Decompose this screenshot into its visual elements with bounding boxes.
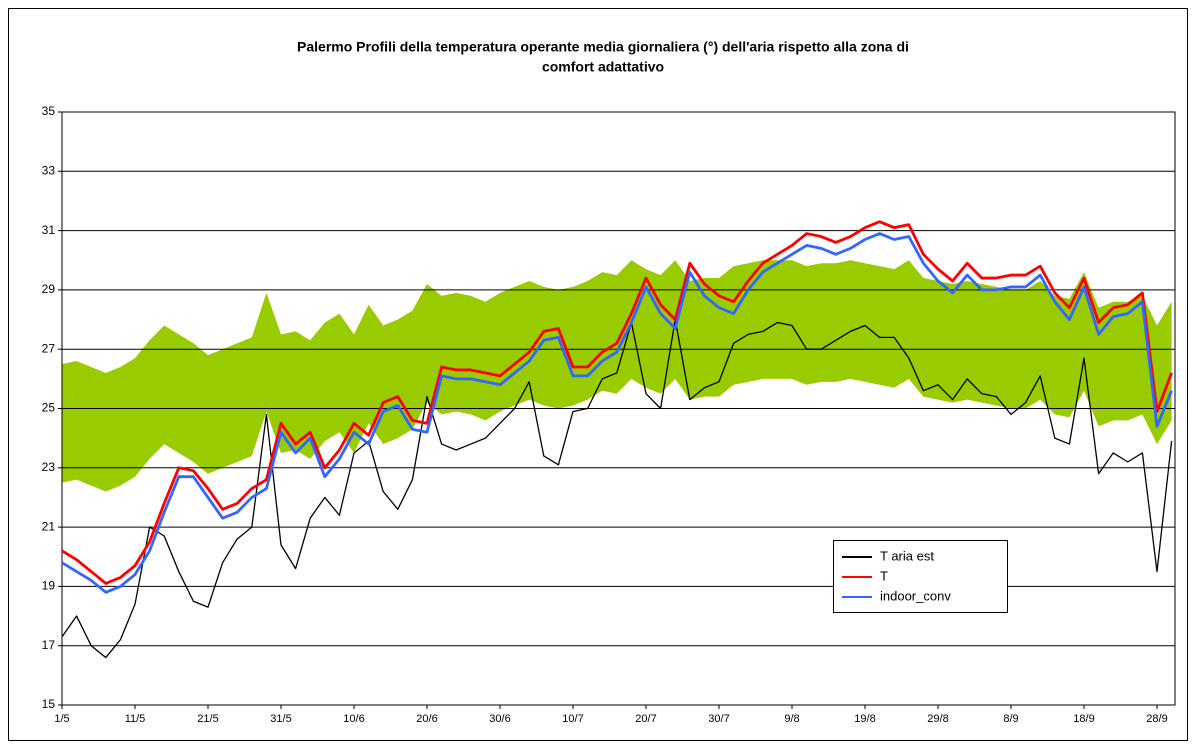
x-tick-label: 30/7	[708, 713, 729, 725]
y-tick-label: 17	[42, 638, 56, 652]
plot-border	[61, 111, 1176, 706]
x-tick-label: 20/7	[635, 713, 656, 725]
x-tick-label: 18/9	[1073, 713, 1094, 725]
x-tick-label: 1/5	[54, 713, 69, 725]
y-tick-label: 25	[42, 401, 56, 415]
y-tick-label: 23	[42, 460, 56, 474]
x-tick-label: 21/5	[197, 713, 218, 725]
x-tick-label: 29/8	[927, 713, 948, 725]
x-tick-label: 20/6	[416, 713, 437, 725]
series-line	[61, 220, 1173, 585]
y-tick-label: 27	[42, 341, 56, 355]
series-line	[61, 232, 1173, 594]
chart-title: comfort adattativo	[542, 59, 664, 75]
x-tick-label: 10/6	[343, 713, 364, 725]
x-tick-label: 19/8	[854, 713, 875, 725]
x-tick-label: 28/9	[1146, 713, 1167, 725]
x-tick-label: 9/8	[784, 713, 799, 725]
x-tick-label: 31/5	[270, 713, 291, 725]
y-tick-label: 21	[42, 519, 56, 533]
x-tick-label: 8/9	[1003, 713, 1018, 725]
x-tick-label: 11/5	[125, 713, 146, 725]
chart-title: Palermo Profili della temperatura operan…	[297, 39, 909, 55]
legend-label: T	[880, 568, 888, 583]
x-tick-label: 10/7	[562, 713, 583, 725]
y-tick-label: 19	[42, 579, 56, 593]
y-tick-label: 35	[42, 104, 56, 118]
series-line	[61, 318, 1173, 659]
y-tick-label: 29	[42, 282, 56, 296]
comfort-band	[62, 260, 1172, 492]
y-tick-label: 15	[42, 697, 56, 711]
y-tick-label: 31	[42, 223, 56, 237]
x-tick-label: 30/6	[489, 713, 510, 725]
y-tick-label: 33	[42, 163, 56, 177]
legend-label: T aria est	[880, 548, 934, 563]
legend-label: indoor_conv	[880, 588, 951, 603]
